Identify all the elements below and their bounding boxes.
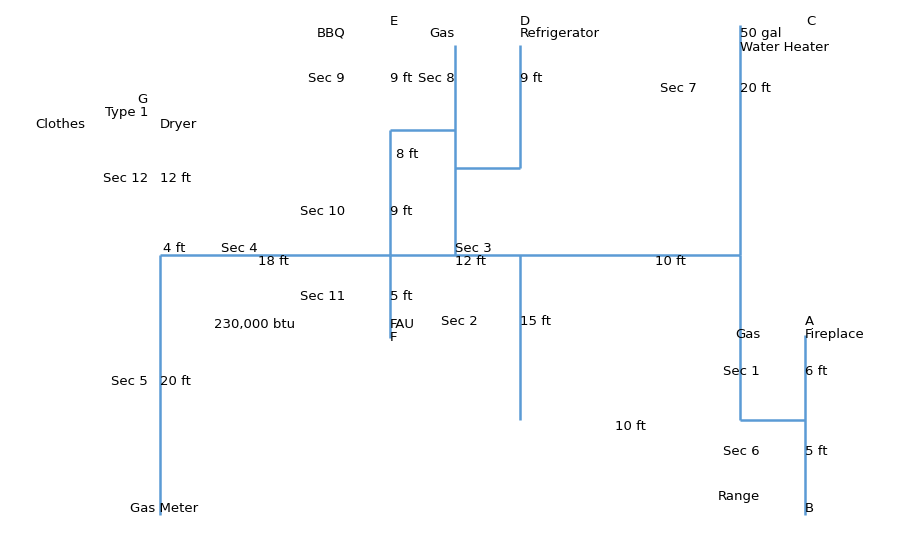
- Text: Sec 8: Sec 8: [418, 72, 455, 85]
- Text: 9 ft: 9 ft: [390, 72, 412, 85]
- Text: 9 ft: 9 ft: [520, 72, 543, 85]
- Text: Gas: Gas: [734, 328, 760, 341]
- Text: Sec 4: Sec 4: [221, 242, 258, 255]
- Text: A: A: [805, 315, 814, 328]
- Text: 5 ft: 5 ft: [390, 290, 412, 303]
- Text: F: F: [390, 331, 398, 344]
- Text: Gas: Gas: [430, 27, 455, 40]
- Text: 6 ft: 6 ft: [805, 365, 827, 378]
- Text: BBQ: BBQ: [316, 27, 345, 40]
- Text: 4 ft: 4 ft: [163, 242, 185, 255]
- Text: 10 ft: 10 ft: [655, 255, 686, 268]
- Text: FAU: FAU: [390, 318, 415, 331]
- Text: 230,000 btu: 230,000 btu: [214, 318, 295, 331]
- Text: 10 ft: 10 ft: [615, 420, 646, 433]
- Text: Range: Range: [718, 490, 760, 503]
- Text: Sec 2: Sec 2: [441, 315, 478, 328]
- Text: 12 ft: 12 ft: [160, 172, 191, 185]
- Text: Sec 1: Sec 1: [724, 365, 760, 378]
- Text: Fireplace: Fireplace: [805, 328, 865, 341]
- Text: Dryer: Dryer: [160, 118, 197, 131]
- Text: 5 ft: 5 ft: [805, 445, 827, 458]
- Text: Gas Meter: Gas Meter: [130, 502, 198, 515]
- Text: Sec 10: Sec 10: [300, 205, 345, 218]
- Text: 50 gal: 50 gal: [740, 27, 781, 40]
- Text: 15 ft: 15 ft: [520, 315, 551, 328]
- Text: Clothes: Clothes: [35, 118, 85, 131]
- Text: Sec 7: Sec 7: [661, 82, 697, 95]
- Text: B: B: [805, 502, 814, 515]
- Text: 12 ft: 12 ft: [455, 255, 486, 268]
- Text: 8 ft: 8 ft: [396, 148, 418, 161]
- Text: Water Heater: Water Heater: [740, 41, 829, 54]
- Text: D: D: [520, 15, 530, 28]
- Text: Sec 11: Sec 11: [300, 290, 345, 303]
- Text: Sec 6: Sec 6: [724, 445, 760, 458]
- Text: Sec 3: Sec 3: [455, 242, 491, 255]
- Text: Sec 12: Sec 12: [103, 172, 148, 185]
- Text: Sec 9: Sec 9: [309, 72, 345, 85]
- Text: Sec 5: Sec 5: [112, 375, 148, 388]
- Text: 18 ft: 18 ft: [258, 255, 289, 268]
- Text: E: E: [390, 15, 398, 28]
- Text: Type 1: Type 1: [104, 106, 148, 119]
- Text: 20 ft: 20 ft: [740, 82, 771, 95]
- Text: 20 ft: 20 ft: [160, 375, 191, 388]
- Text: Refrigerator: Refrigerator: [520, 27, 600, 40]
- Text: C: C: [806, 15, 815, 28]
- Text: G: G: [138, 93, 148, 106]
- Text: 9 ft: 9 ft: [390, 205, 412, 218]
